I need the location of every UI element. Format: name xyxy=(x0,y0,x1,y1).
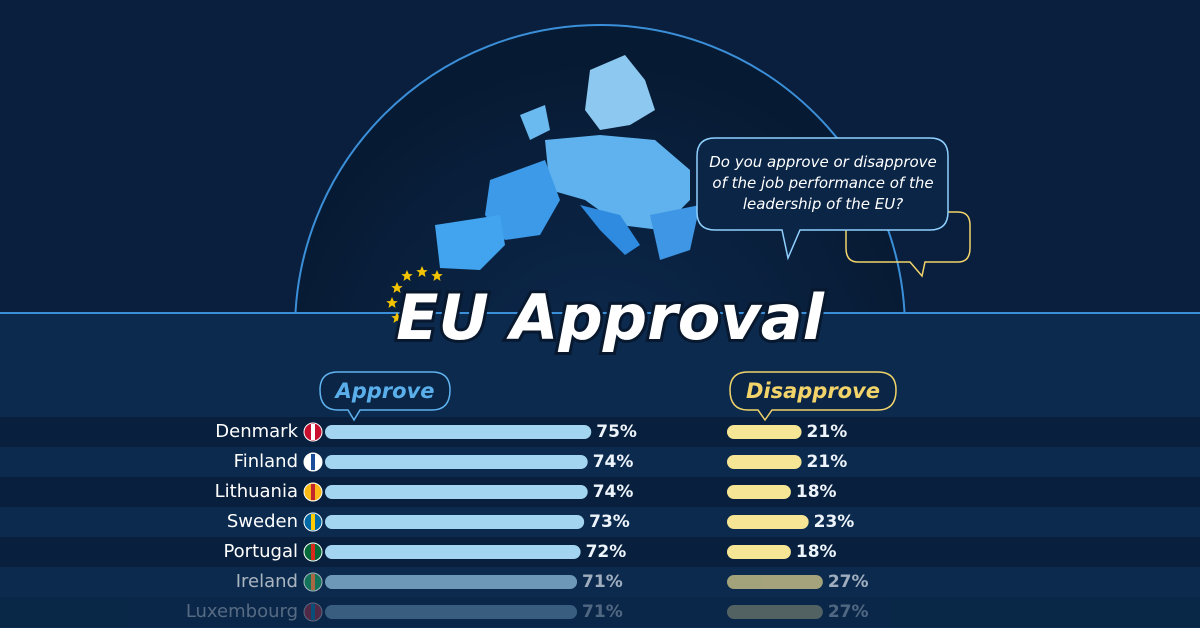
row-stripe xyxy=(0,417,1200,447)
bar xyxy=(325,605,578,619)
row: Ireland 71% 27% xyxy=(236,571,869,592)
value-label: 18% xyxy=(796,482,837,502)
question-annotation: Do you approve or disapprove of the job … xyxy=(709,153,937,213)
value-label: 71% xyxy=(582,602,623,622)
row-stripe xyxy=(0,477,1200,507)
row: Lithuania 74% 18% xyxy=(0,477,1200,507)
chart-title: EU Approval xyxy=(396,281,824,354)
bar xyxy=(727,575,823,589)
row: Sweden 73% 23% xyxy=(227,511,854,532)
row: Finland 74% 21% xyxy=(234,451,848,472)
value-label: 74% xyxy=(593,452,634,472)
category-label: Finland xyxy=(234,451,298,472)
bar xyxy=(727,425,802,439)
bar xyxy=(727,545,791,559)
row: Denmark 75% 21% xyxy=(0,417,1200,447)
europe-map xyxy=(435,55,700,270)
value-label: 75% xyxy=(596,422,637,442)
category-label: Lithuania xyxy=(215,481,298,502)
flag xyxy=(303,602,323,622)
value-label: 18% xyxy=(796,542,837,562)
legend: Approve Disapprove xyxy=(319,371,897,422)
category-label: Luxembourg xyxy=(186,601,298,622)
category-label: Denmark xyxy=(215,421,298,442)
category-label: Sweden xyxy=(227,511,298,532)
value-label: 73% xyxy=(589,512,630,532)
bar xyxy=(325,455,588,469)
flag-stripe xyxy=(311,454,315,470)
category-label: Portugal xyxy=(223,541,298,562)
legend-label: Disapprove xyxy=(746,379,880,403)
bar xyxy=(325,485,588,499)
bar xyxy=(727,515,809,529)
legend-label: Approve xyxy=(333,379,434,403)
bar xyxy=(325,545,581,559)
bar xyxy=(727,485,791,499)
bar xyxy=(727,455,802,469)
value-label: 71% xyxy=(582,572,623,592)
flag-stripe xyxy=(311,424,315,440)
flag-stripe xyxy=(311,604,315,620)
row: Portugal 72% 18% xyxy=(0,537,1200,567)
category-label: Ireland xyxy=(236,571,298,592)
value-label: 74% xyxy=(593,482,634,502)
value-label: 27% xyxy=(828,572,869,592)
flag-stripe xyxy=(311,544,315,560)
value-label: 27% xyxy=(828,602,869,622)
speech-bubbles xyxy=(696,137,971,278)
bar xyxy=(325,575,578,589)
row-stripe xyxy=(0,597,1200,627)
bar xyxy=(325,425,592,439)
lower-panel xyxy=(0,313,1200,628)
row: Luxembourg 71% 27% xyxy=(0,597,1200,627)
flag-stripe xyxy=(311,514,315,530)
value-label: 23% xyxy=(814,512,855,532)
value-label: 21% xyxy=(807,452,848,472)
flag-stripe xyxy=(311,484,315,500)
bar xyxy=(325,515,585,529)
value-label: 21% xyxy=(807,422,848,442)
value-label: 72% xyxy=(586,542,627,562)
bar xyxy=(727,605,823,619)
flag-stripe xyxy=(311,574,315,590)
row-stripe xyxy=(0,537,1200,567)
